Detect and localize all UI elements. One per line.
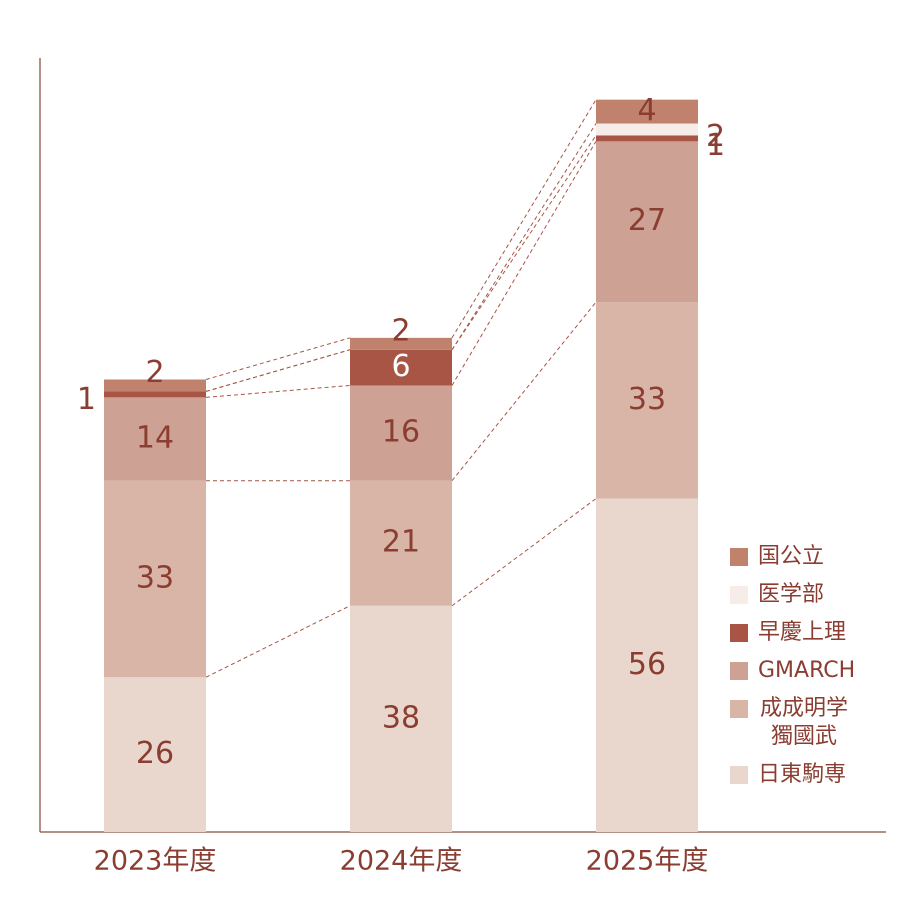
connector (451, 141, 597, 386)
value-label: 33 (136, 560, 174, 595)
value-label: 1 (706, 128, 725, 163)
value-label: 4 (637, 93, 656, 128)
bar-segment (350, 385, 452, 481)
legend-label: 国公立 (758, 544, 825, 569)
bar-segment (350, 337, 452, 350)
connector (205, 384, 351, 398)
legend-item: 医学部 (730, 581, 900, 609)
value-label: 27 (628, 203, 666, 238)
legend-swatch (730, 548, 748, 566)
bar-segment (350, 480, 452, 606)
bar-segment (596, 123, 698, 136)
connector (205, 337, 351, 380)
value-label: 56 (628, 647, 666, 682)
legend-item: GMARCH (730, 657, 900, 685)
connector (451, 99, 597, 339)
value-label: 21 (382, 525, 420, 560)
legend-item: 国公立 (730, 543, 900, 571)
value-label: 33 (628, 382, 666, 417)
legend-swatch (730, 624, 748, 642)
legend-label: 医学部 (758, 582, 825, 607)
value-label: 2 (145, 355, 164, 390)
legend-label: 日東駒専 (758, 762, 847, 787)
bar-segment (596, 141, 698, 303)
legend-swatch (730, 586, 748, 604)
connector (451, 301, 597, 482)
value-label: 1 (77, 382, 96, 417)
value-label: 38 (382, 700, 420, 735)
connector (205, 349, 351, 392)
bar-segment (596, 498, 698, 832)
bar-segment (104, 677, 206, 832)
connector (451, 498, 597, 607)
legend-label: 成成明学獨國武 (759, 696, 848, 749)
bar-segment (104, 397, 206, 481)
legend-item: 日東駒専 (730, 761, 900, 789)
bar-segment (104, 480, 206, 678)
legend: 国公立医学部早慶上理 GMARCH 成成明学獨國武日東駒専 (730, 543, 900, 799)
connector (451, 135, 597, 351)
legend-item: 成成明学獨國武 (730, 695, 900, 751)
bar-segment (596, 135, 698, 142)
value-label: 16 (382, 415, 420, 450)
legend-swatch (730, 700, 748, 718)
legend-item: 早慶上理 (730, 619, 900, 647)
bar-segment (350, 605, 452, 832)
bar-segment (350, 349, 452, 386)
legend-swatch (730, 662, 748, 680)
legend-label: GMARCH (758, 658, 856, 683)
value-label: 6 (391, 349, 410, 384)
value-label: 26 (136, 736, 174, 771)
legend-swatch (730, 766, 748, 784)
x-tick-label: 2023年度 (94, 846, 217, 877)
bar-segment (104, 391, 206, 398)
x-tick-label: 2024年度 (340, 846, 463, 877)
bar-segment (596, 302, 698, 499)
bar-segment (104, 379, 206, 392)
value-label: 2 (391, 313, 410, 348)
x-tick-label: 2025年度 (586, 846, 709, 877)
bar-segment (596, 99, 698, 124)
value-label: 2 (706, 119, 725, 154)
legend-label: 早慶上理 (758, 620, 847, 645)
connector (205, 605, 351, 678)
connector (451, 123, 597, 351)
value-label: 14 (136, 421, 174, 456)
